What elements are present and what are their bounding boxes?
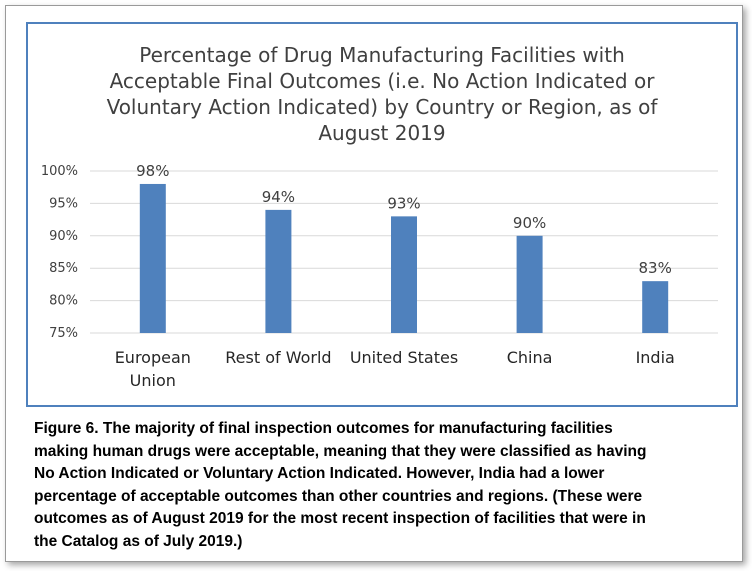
caption-line: No Action Indicated or Voluntary Action …	[34, 465, 605, 482]
caption-line: the Catalog as of July 2019.)	[34, 532, 243, 550]
caption-line: percentage of acceptable outcomes than o…	[34, 487, 643, 505]
x-tick-label: China	[507, 348, 553, 367]
bar	[642, 281, 669, 333]
chart-title-line: Voluntary Action Indicated) by Country o…	[106, 95, 658, 119]
caption-line: making human drugs were acceptable, mean…	[34, 442, 647, 460]
figure-caption: Figure 6. The majority of final inspecti…	[34, 418, 734, 553]
data-label: 93%	[387, 194, 420, 212]
bar	[391, 216, 417, 333]
data-label: 83%	[639, 259, 672, 277]
bar-chart-plot: 75% 80% 85% 90% 95% 100% 98% European Union 94% Re…	[41, 162, 718, 390]
figure-frame: Percentage of Drug Manufacturing Facilit…	[5, 5, 743, 562]
y-tick-label: 95%	[49, 196, 78, 211]
caption-line: outcomes as of August 2019 for the most …	[34, 510, 646, 527]
data-label: 94%	[262, 188, 295, 206]
x-tick-label: United States	[350, 348, 458, 367]
caption-line: Figure 6. The majority of final inspecti…	[34, 420, 613, 437]
y-tick-label: 100%	[41, 164, 78, 179]
chart-title: Percentage of Drug Manufacturing Facilit…	[28, 42, 736, 146]
y-tick-label: 75%	[49, 326, 78, 341]
bar	[139, 183, 166, 333]
chart-title-line: August 2019	[318, 121, 446, 145]
y-tick-label: 85%	[49, 261, 78, 276]
x-tick-label: Rest of World	[225, 348, 331, 367]
chart-title-line: Percentage of Drug Manufacturing Facilit…	[139, 43, 625, 67]
y-tick-label: 80%	[49, 294, 78, 309]
x-tick-label: India	[636, 348, 675, 367]
x-tick-label: European	[115, 348, 191, 367]
data-label: 90%	[513, 214, 546, 232]
bar	[265, 209, 292, 333]
data-label: 98%	[136, 162, 169, 180]
x-tick-label: Union	[130, 371, 176, 390]
bar	[516, 235, 543, 333]
chart-title-line: Acceptable Final Outcomes (i.e. No Actio…	[109, 69, 655, 93]
y-tick-label: 90%	[49, 229, 78, 244]
chart-container: Percentage of Drug Manufacturing Facilit…	[26, 22, 738, 407]
